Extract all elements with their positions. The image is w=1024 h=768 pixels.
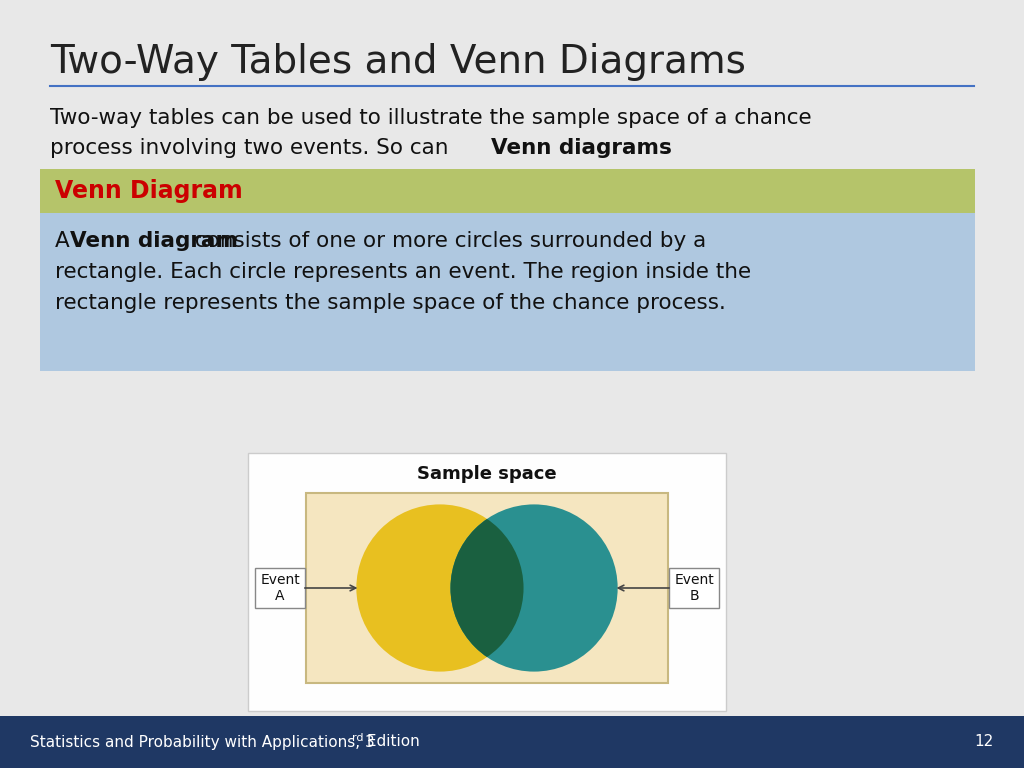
Text: rd: rd xyxy=(352,733,364,743)
Text: Venn Diagram: Venn Diagram xyxy=(55,179,243,203)
Text: Event
A: Event A xyxy=(260,573,300,603)
Text: A: A xyxy=(55,231,77,251)
FancyBboxPatch shape xyxy=(0,716,1024,768)
Text: Two-Way Tables and Venn Diagrams: Two-Way Tables and Venn Diagrams xyxy=(50,43,745,81)
Text: rectangle represents the sample space of the chance process.: rectangle represents the sample space of… xyxy=(55,293,726,313)
Text: Two-way tables can be used to illustrate the sample space of a chance: Two-way tables can be used to illustrate… xyxy=(50,108,812,128)
Text: consists of one or more circles surrounded by a: consists of one or more circles surround… xyxy=(188,231,707,251)
Circle shape xyxy=(451,505,617,671)
FancyBboxPatch shape xyxy=(306,493,668,683)
Text: Sample space: Sample space xyxy=(417,465,557,483)
Circle shape xyxy=(356,505,523,671)
FancyBboxPatch shape xyxy=(40,213,975,371)
Text: rectangle. Each circle represents an event. The region inside the: rectangle. Each circle represents an eve… xyxy=(55,262,752,282)
Text: Event
B: Event B xyxy=(674,573,714,603)
Text: .: . xyxy=(662,138,669,158)
Text: Statistics and Probability with Applications, 3: Statistics and Probability with Applicat… xyxy=(30,734,375,750)
FancyBboxPatch shape xyxy=(248,453,726,711)
Text: Venn diagrams: Venn diagrams xyxy=(490,138,672,158)
Text: Venn diagram: Venn diagram xyxy=(70,231,238,251)
Text: process involving two events. So can: process involving two events. So can xyxy=(50,138,456,158)
Circle shape xyxy=(356,505,523,671)
Text: 12: 12 xyxy=(975,734,994,750)
Text: Edition: Edition xyxy=(362,734,420,750)
FancyBboxPatch shape xyxy=(40,169,975,213)
